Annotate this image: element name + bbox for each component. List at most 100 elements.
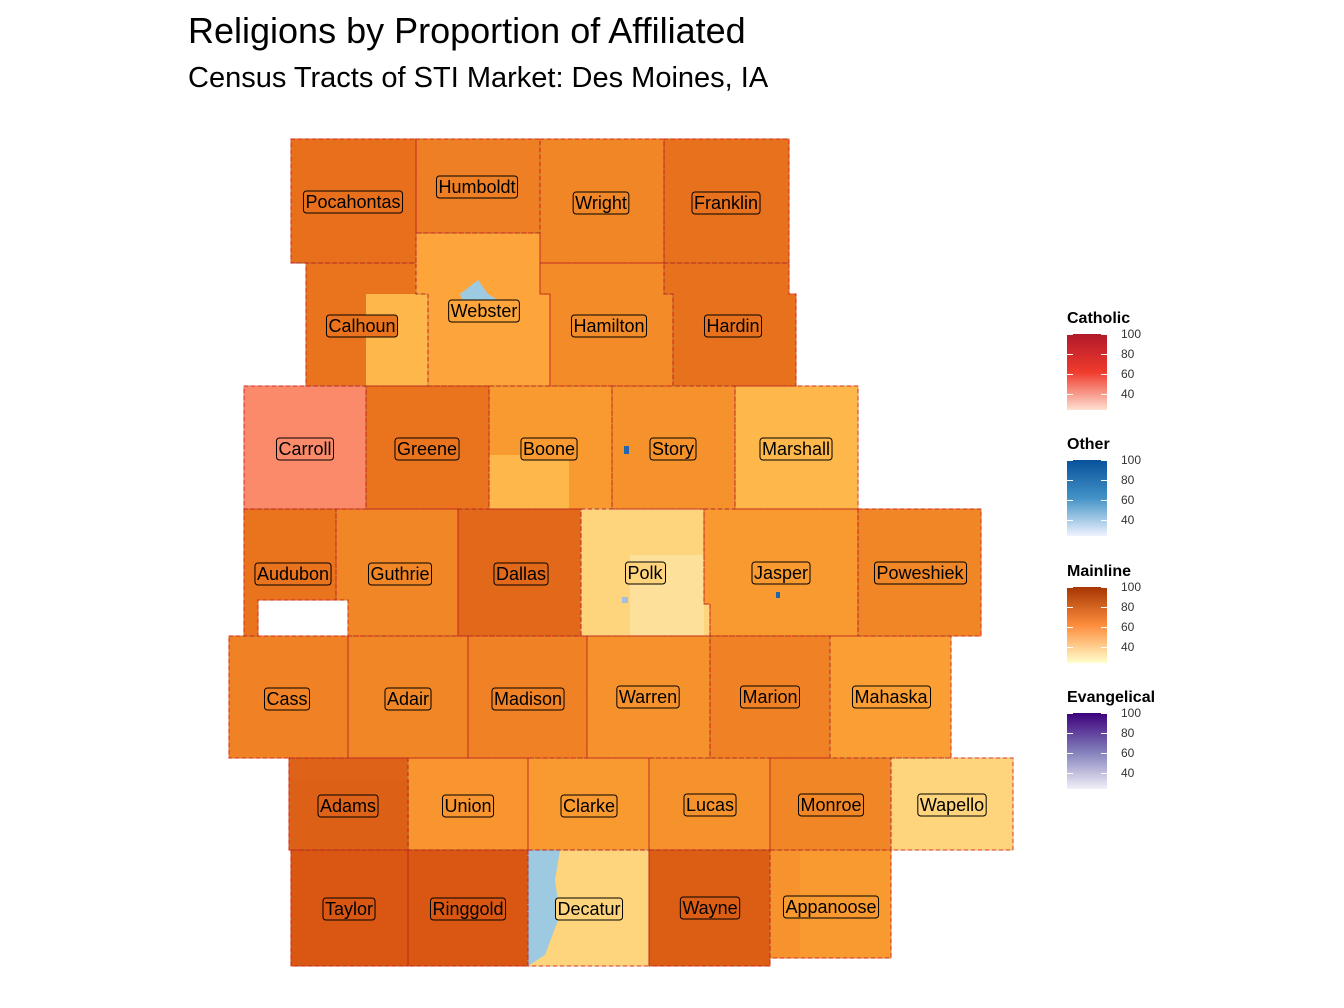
county-label-taylor: Taylor <box>322 897 376 921</box>
legend-catholic: Catholic 100 80 60 40 <box>1067 310 1141 410</box>
county-label-calhoun: Calhoun <box>325 314 399 338</box>
county-label-box <box>739 685 801 709</box>
county-label-union: Union <box>441 794 495 818</box>
legend-tick-label: 100 <box>1121 706 1142 720</box>
county-label-text: Madison <box>494 689 562 709</box>
county-label-humboldt: Humboldt <box>435 175 519 199</box>
county-label-greene: Greene <box>394 437 460 461</box>
county-label-text: Franklin <box>694 193 758 213</box>
county-label-text: Lucas <box>686 795 734 815</box>
legend-tick-mark <box>1101 647 1107 648</box>
tract-other-story <box>624 446 629 454</box>
legend-tick-mark <box>1101 520 1107 521</box>
county-label-text: Guthrie <box>370 564 429 584</box>
legend-tick-label: 60 <box>1121 620 1135 634</box>
legend-colorbar: 100 80 60 40 <box>1067 327 1141 410</box>
county-label-box <box>683 793 737 817</box>
county-label-box <box>384 687 432 711</box>
county-label-polk: Polk <box>624 561 667 585</box>
county-label-poweshiek: Poweshiek <box>873 561 968 585</box>
legend-other: Other 100 80 60 40 <box>1067 436 1141 536</box>
county-label-box <box>429 897 507 921</box>
county-label-box <box>322 897 376 921</box>
county-label-box <box>616 685 680 709</box>
county-label-text: Clarke <box>563 796 615 816</box>
county-label-box <box>624 561 667 585</box>
county-label-mahaska: Mahaska <box>851 685 932 709</box>
county-label-box <box>759 437 833 461</box>
county-label-text: Hardin <box>706 316 759 336</box>
county-label-wapello: Wapello <box>917 793 987 817</box>
county-label-box <box>275 437 335 461</box>
county-label-marshall: Marshall <box>759 437 833 461</box>
county-label-box <box>448 299 520 323</box>
county-label-clarke: Clarke <box>560 794 618 818</box>
county-label-carroll: Carroll <box>275 437 335 461</box>
county-label-box <box>317 794 379 818</box>
county-label-ringgold: Ringgold <box>429 897 507 921</box>
county-label-text: Webster <box>451 301 518 321</box>
tract-other-jasper <box>776 592 780 598</box>
county-label-box <box>491 687 565 711</box>
legend-tick-mark <box>1067 773 1073 774</box>
county-label-madison: Madison <box>491 687 565 711</box>
county-label-marion: Marion <box>739 685 801 709</box>
legend-tick-mark <box>1067 587 1073 588</box>
legend-tick-label: 40 <box>1121 640 1135 654</box>
legend-mainline: Mainline 100 80 60 40 <box>1067 563 1141 663</box>
county-borders <box>228 138 1014 967</box>
legend-tick-mark <box>1101 607 1107 608</box>
county-label-text: Dallas <box>496 564 546 584</box>
legend-tick-mark <box>1067 334 1073 335</box>
legend-tick-mark <box>1101 733 1107 734</box>
county-label-box <box>394 437 460 461</box>
county-label-text: Adair <box>387 689 429 709</box>
county-label-text: Boone <box>523 439 575 459</box>
county-label-box <box>302 190 404 214</box>
legend-tick-mark <box>1101 460 1107 461</box>
county-label-box <box>560 794 618 818</box>
county-label-warren: Warren <box>616 685 680 709</box>
county-label-pocahontas: Pocahontas <box>302 190 404 214</box>
county-label-text: Humboldt <box>438 177 515 197</box>
legend-tick-mark <box>1101 374 1107 375</box>
legend-colorbar: 100 80 60 40 <box>1067 580 1141 663</box>
legend-tick-label: 80 <box>1121 473 1135 487</box>
legend-gradient <box>1067 713 1107 789</box>
legend-tick-mark <box>1067 374 1073 375</box>
county-label-box <box>851 685 932 709</box>
county-label-text: Carroll <box>278 439 331 459</box>
county-label-box <box>554 897 624 921</box>
legend-tick-mark <box>1101 713 1107 714</box>
legend-tick-mark <box>1067 460 1073 461</box>
county-label-text: Wapello <box>920 795 984 815</box>
county-label-box <box>263 687 311 711</box>
county-label-text: Appanoose <box>785 897 876 917</box>
county-label-text: Union <box>444 796 491 816</box>
county-label-text: Poweshiek <box>876 563 964 583</box>
legend-tick-label: 60 <box>1121 746 1135 760</box>
legend-tick-mark <box>1067 354 1073 355</box>
county-label-box <box>254 562 332 586</box>
county-labels: Pocahontas Humboldt Wright Franklin Calhoun W… <box>254 175 987 921</box>
county-label-text: Decatur <box>557 899 620 919</box>
legend-colorbar: 100 80 60 40 <box>1067 706 1155 789</box>
legend-tick-mark <box>1101 773 1107 774</box>
legend-tick-mark <box>1067 607 1073 608</box>
legend-tick-mark <box>1067 480 1073 481</box>
county-label-box <box>435 175 519 199</box>
legend-gradient <box>1067 334 1107 410</box>
county-label-adams: Adams <box>317 794 379 818</box>
county-label-text: Cass <box>266 689 307 709</box>
county-label-box <box>570 314 648 338</box>
county-label-text: Hamilton <box>573 316 644 336</box>
legend-title: Catholic <box>1067 310 1131 327</box>
tract-patch <box>366 294 428 386</box>
county-label-hardin: Hardin <box>703 314 763 338</box>
county-label-cass: Cass <box>263 687 311 711</box>
county-label-adair: Adair <box>384 687 432 711</box>
legend-title: Evangelical <box>1067 689 1156 706</box>
county-label-dallas: Dallas <box>493 562 549 586</box>
legend-tick-mark <box>1101 627 1107 628</box>
